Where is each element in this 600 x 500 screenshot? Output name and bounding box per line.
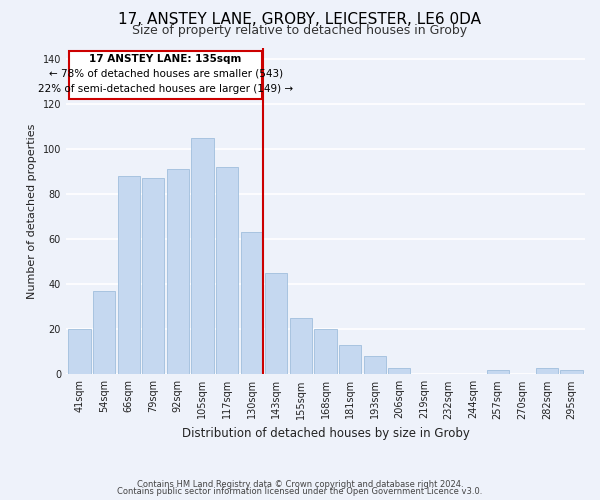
Bar: [487, 370, 509, 374]
Text: 17, ANSTEY LANE, GROBY, LEICESTER, LE6 0DA: 17, ANSTEY LANE, GROBY, LEICESTER, LE6 0…: [119, 12, 482, 28]
Bar: [339, 345, 361, 374]
Y-axis label: Number of detached properties: Number of detached properties: [27, 123, 37, 298]
Bar: [314, 329, 337, 374]
Bar: [93, 291, 115, 374]
Text: Contains HM Land Registry data © Crown copyright and database right 2024.: Contains HM Land Registry data © Crown c…: [137, 480, 463, 489]
Bar: [265, 273, 287, 374]
Bar: [167, 169, 189, 374]
Bar: [560, 370, 583, 374]
Bar: [142, 178, 164, 374]
Bar: [216, 167, 238, 374]
Bar: [536, 368, 558, 374]
Bar: [290, 318, 312, 374]
Text: ← 78% of detached houses are smaller (543): ← 78% of detached houses are smaller (54…: [49, 69, 283, 79]
Bar: [191, 138, 214, 374]
Bar: [241, 232, 263, 374]
Bar: [364, 356, 386, 374]
Bar: [68, 329, 91, 374]
Text: Contains public sector information licensed under the Open Government Licence v3: Contains public sector information licen…: [118, 487, 482, 496]
X-axis label: Distribution of detached houses by size in Groby: Distribution of detached houses by size …: [182, 427, 469, 440]
Bar: [118, 176, 140, 374]
Bar: [388, 368, 410, 374]
Text: Size of property relative to detached houses in Groby: Size of property relative to detached ho…: [133, 24, 467, 37]
FancyBboxPatch shape: [69, 51, 262, 100]
Text: 22% of semi-detached houses are larger (149) →: 22% of semi-detached houses are larger (…: [38, 84, 293, 94]
Text: 17 ANSTEY LANE: 135sqm: 17 ANSTEY LANE: 135sqm: [89, 54, 242, 64]
